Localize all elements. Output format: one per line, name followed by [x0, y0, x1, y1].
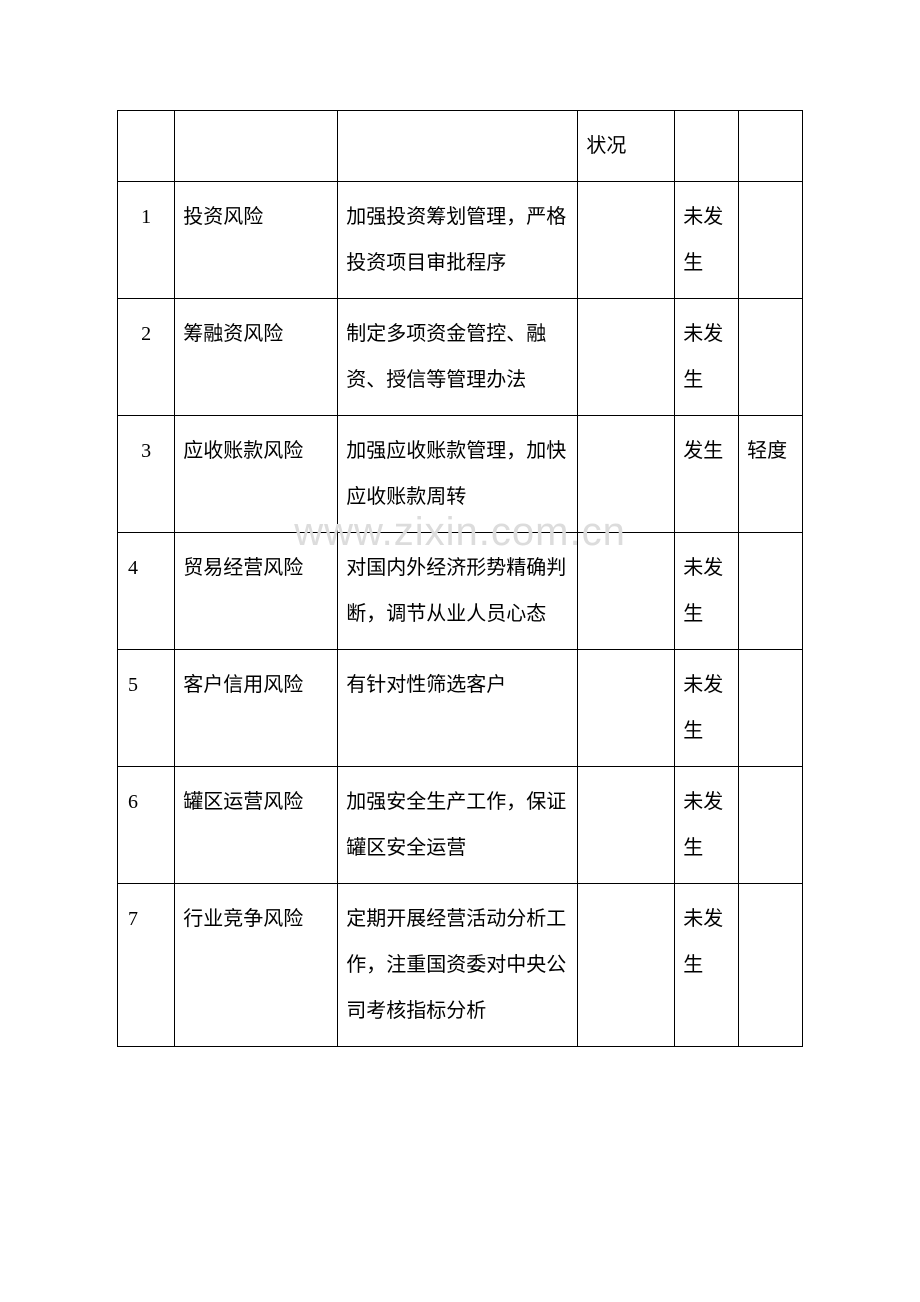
cell-num: 3	[118, 416, 175, 533]
table-row: 2 筹融资风险 制定多项资金管控、融资、授信等管理办法 未发生	[118, 299, 803, 416]
cell-risk: 投资风险	[175, 182, 338, 299]
cell-measure: 加强投资筹划管理，严格投资项目审批程序	[338, 182, 578, 299]
cell-status	[578, 299, 675, 416]
cell-status	[578, 650, 675, 767]
table-body: 状况 1 投资风险 加强投资筹划管理，严格投资项目审批程序 未发生 2 筹融资风…	[118, 111, 803, 1047]
table-row: 5 客户信用风险 有针对性筛选客户 未发生	[118, 650, 803, 767]
cell-risk: 筹融资风险	[175, 299, 338, 416]
cell-measure: 有针对性筛选客户	[338, 650, 578, 767]
cell-status	[578, 884, 675, 1047]
cell-num: 1	[118, 182, 175, 299]
cell-status	[578, 182, 675, 299]
cell-occur: 未发生	[675, 299, 739, 416]
cell-severity	[739, 182, 803, 299]
table-row: 4 贸易经营风险 对国内外经济形势精确判断，调节从业人员心态 未发生	[118, 533, 803, 650]
cell-occur: 未发生	[675, 650, 739, 767]
cell-measure: 对国内外经济形势精确判断，调节从业人员心态	[338, 533, 578, 650]
cell-risk: 贸易经营风险	[175, 533, 338, 650]
cell-risk: 应收账款风险	[175, 416, 338, 533]
cell-num: 5	[118, 650, 175, 767]
cell-severity	[739, 533, 803, 650]
cell-num	[118, 111, 175, 182]
cell-risk: 罐区运营风险	[175, 767, 338, 884]
table-row: 状况	[118, 111, 803, 182]
cell-risk: 客户信用风险	[175, 650, 338, 767]
cell-risk	[175, 111, 338, 182]
cell-measure: 加强安全生产工作，保证罐区安全运营	[338, 767, 578, 884]
cell-status: 状况	[578, 111, 675, 182]
cell-status	[578, 416, 675, 533]
risk-table: 状况 1 投资风险 加强投资筹划管理，严格投资项目审批程序 未发生 2 筹融资风…	[117, 110, 803, 1047]
cell-occur: 未发生	[675, 182, 739, 299]
cell-num: 6	[118, 767, 175, 884]
cell-status	[578, 767, 675, 884]
table-row: 6 罐区运营风险 加强安全生产工作，保证罐区安全运营 未发生	[118, 767, 803, 884]
cell-occur	[675, 111, 739, 182]
cell-occur: 未发生	[675, 884, 739, 1047]
cell-severity	[739, 111, 803, 182]
cell-severity	[739, 884, 803, 1047]
cell-occur: 发生	[675, 416, 739, 533]
table-row: 3 应收账款风险 加强应收账款管理，加快应收账款周转 发生 轻度	[118, 416, 803, 533]
cell-severity: 轻度	[739, 416, 803, 533]
table-row: 1 投资风险 加强投资筹划管理，严格投资项目审批程序 未发生	[118, 182, 803, 299]
cell-num: 7	[118, 884, 175, 1047]
table-row: 7 行业竞争风险 定期开展经营活动分析工作，注重国资委对中央公司考核指标分析 未…	[118, 884, 803, 1047]
cell-occur: 未发生	[675, 533, 739, 650]
cell-measure: 定期开展经营活动分析工作，注重国资委对中央公司考核指标分析	[338, 884, 578, 1047]
cell-measure: 加强应收账款管理，加快应收账款周转	[338, 416, 578, 533]
cell-risk: 行业竞争风险	[175, 884, 338, 1047]
cell-severity	[739, 767, 803, 884]
cell-num: 4	[118, 533, 175, 650]
cell-status	[578, 533, 675, 650]
cell-severity	[739, 650, 803, 767]
cell-measure: 制定多项资金管控、融资、授信等管理办法	[338, 299, 578, 416]
cell-severity	[739, 299, 803, 416]
cell-measure	[338, 111, 578, 182]
cell-occur: 未发生	[675, 767, 739, 884]
cell-num: 2	[118, 299, 175, 416]
